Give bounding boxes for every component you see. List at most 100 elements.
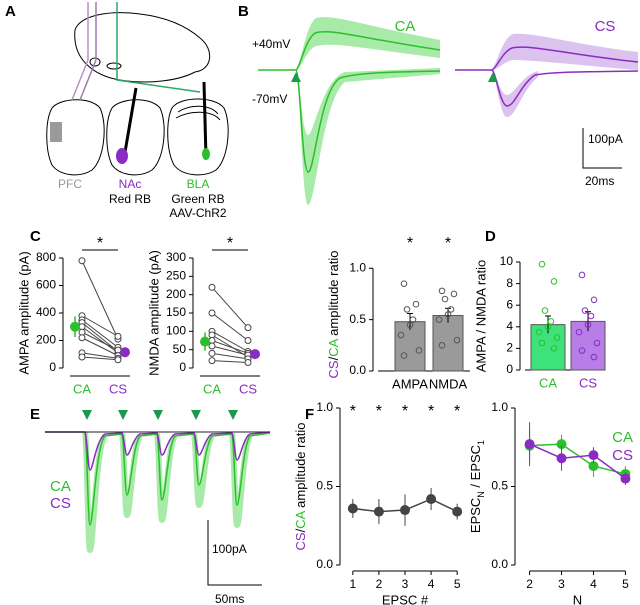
mean-point: [70, 321, 80, 332]
ca-traces: [258, 17, 441, 205]
pair-connector: [81, 356, 119, 361]
trace: [45, 431, 271, 526]
pair-connector: [211, 312, 249, 341]
cell-point: [544, 323, 552, 331]
cell-point: [535, 328, 543, 336]
y-tick-label: 0.5: [316, 479, 333, 493]
cell-point: [244, 337, 252, 344]
trace: [45, 431, 271, 471]
scale-bar: [207, 520, 262, 586]
trace: [295, 69, 441, 173]
cell-point: [590, 353, 598, 361]
y-tick-label: 1.0: [349, 260, 366, 274]
data-point: [347, 503, 358, 514]
y-tick-label: 1.0: [491, 400, 508, 414]
tracer-label: Red RB: [109, 192, 151, 206]
panel-letter: F: [305, 406, 314, 423]
mean-point: [250, 349, 260, 360]
pair-connector: [81, 326, 119, 354]
trace-band: [296, 68, 440, 205]
trace: [491, 69, 639, 107]
y-axis-label: AMPA amplitude (pA): [16, 251, 31, 374]
y-label-part: /: [326, 356, 341, 360]
pair-connector: [211, 360, 249, 363]
significance-star: *: [428, 403, 434, 420]
significance-star: *: [407, 235, 413, 252]
light-pulse: [291, 72, 301, 82]
cell-point: [578, 347, 586, 354]
x-tick-label: CA: [203, 381, 221, 396]
y-tick-label: 0.0: [491, 557, 508, 571]
pfc-region: [50, 122, 62, 142]
x-tick-label: CS: [239, 381, 257, 396]
cell-point: [593, 339, 601, 347]
fiber: [202, 81, 208, 159]
y-tick-label: 0.5: [349, 312, 366, 326]
y-tick-label: 800: [36, 250, 56, 264]
x-tick-label: 3: [558, 577, 565, 591]
cell-point: [208, 283, 216, 291]
y-tick-label: 8: [506, 276, 513, 290]
y-tick-label: 4: [506, 319, 513, 333]
x-tick-label: CS: [579, 375, 597, 390]
scale-bar: [582, 128, 622, 169]
y-tick-label: 0: [506, 362, 513, 376]
scale-label: 20ms: [585, 174, 614, 188]
probe: [116, 2, 201, 93]
pair-connector: [81, 319, 119, 348]
cs-traces: [455, 33, 639, 117]
cell-point: [584, 321, 592, 328]
y-axis-label: AMPA / NMDA ratio: [473, 260, 488, 372]
cell-point: [435, 316, 443, 323]
condition-label: CS: [50, 495, 71, 512]
x-tick-label: AMPA: [392, 376, 428, 391]
legend-label: CS: [612, 447, 633, 464]
x-tick-label: NMDA: [429, 376, 468, 391]
y-axis-label: NMDA amplitude (pA): [146, 250, 161, 376]
pair-connector: [211, 352, 249, 360]
y-tick-label: 10: [500, 254, 514, 268]
x-tick-label: 3: [402, 577, 409, 591]
x-tick-label: 2: [376, 577, 383, 591]
y-label-part: amplitude ratio: [293, 423, 308, 512]
cell-point: [547, 318, 555, 325]
significance-star: *: [402, 403, 408, 420]
mean-point: [200, 336, 210, 347]
pair-connector: [211, 330, 249, 352]
brain-schematic: [46, 12, 229, 176]
cell-point: [438, 287, 446, 295]
cell-point: [553, 334, 561, 341]
data-point: [373, 506, 384, 517]
x-tick-label: 2: [526, 577, 533, 591]
pair-connector: [211, 287, 249, 328]
scale-label: 100pA: [212, 542, 247, 556]
x-tick-label: CA: [539, 375, 557, 390]
x-axis-label: EPSC #: [382, 592, 429, 605]
cell-point: [441, 295, 449, 303]
scale-label: 100pA: [588, 132, 623, 146]
y-tick-label: 2: [506, 341, 513, 355]
y-tick-label: 0: [179, 360, 186, 374]
y-tick-label: 0.5: [491, 479, 508, 493]
y-tick-label: 0.0: [349, 363, 366, 377]
y-label-part: / EPSC: [468, 445, 483, 491]
cell-point: [114, 356, 122, 364]
data-point: [452, 506, 463, 517]
trace: [455, 46, 639, 71]
cell-point: [581, 307, 589, 314]
y-label-part: N: [476, 491, 486, 498]
trace: [258, 30, 441, 71]
mean-point: [120, 347, 130, 358]
y-tick-label: 200: [166, 287, 186, 301]
region-label: NAc: [119, 177, 142, 191]
cell-point: [397, 331, 405, 339]
y-axis-label: EPSCN / EPSC1: [468, 440, 486, 533]
cell-point: [438, 342, 446, 349]
region-label: PFC: [58, 177, 82, 191]
y-tick-label: 200: [36, 333, 56, 347]
data-point: [400, 505, 410, 516]
cell-point: [244, 324, 252, 332]
significance-star: *: [376, 403, 382, 420]
cell-point: [114, 332, 122, 340]
condition-label: CS: [595, 18, 616, 35]
